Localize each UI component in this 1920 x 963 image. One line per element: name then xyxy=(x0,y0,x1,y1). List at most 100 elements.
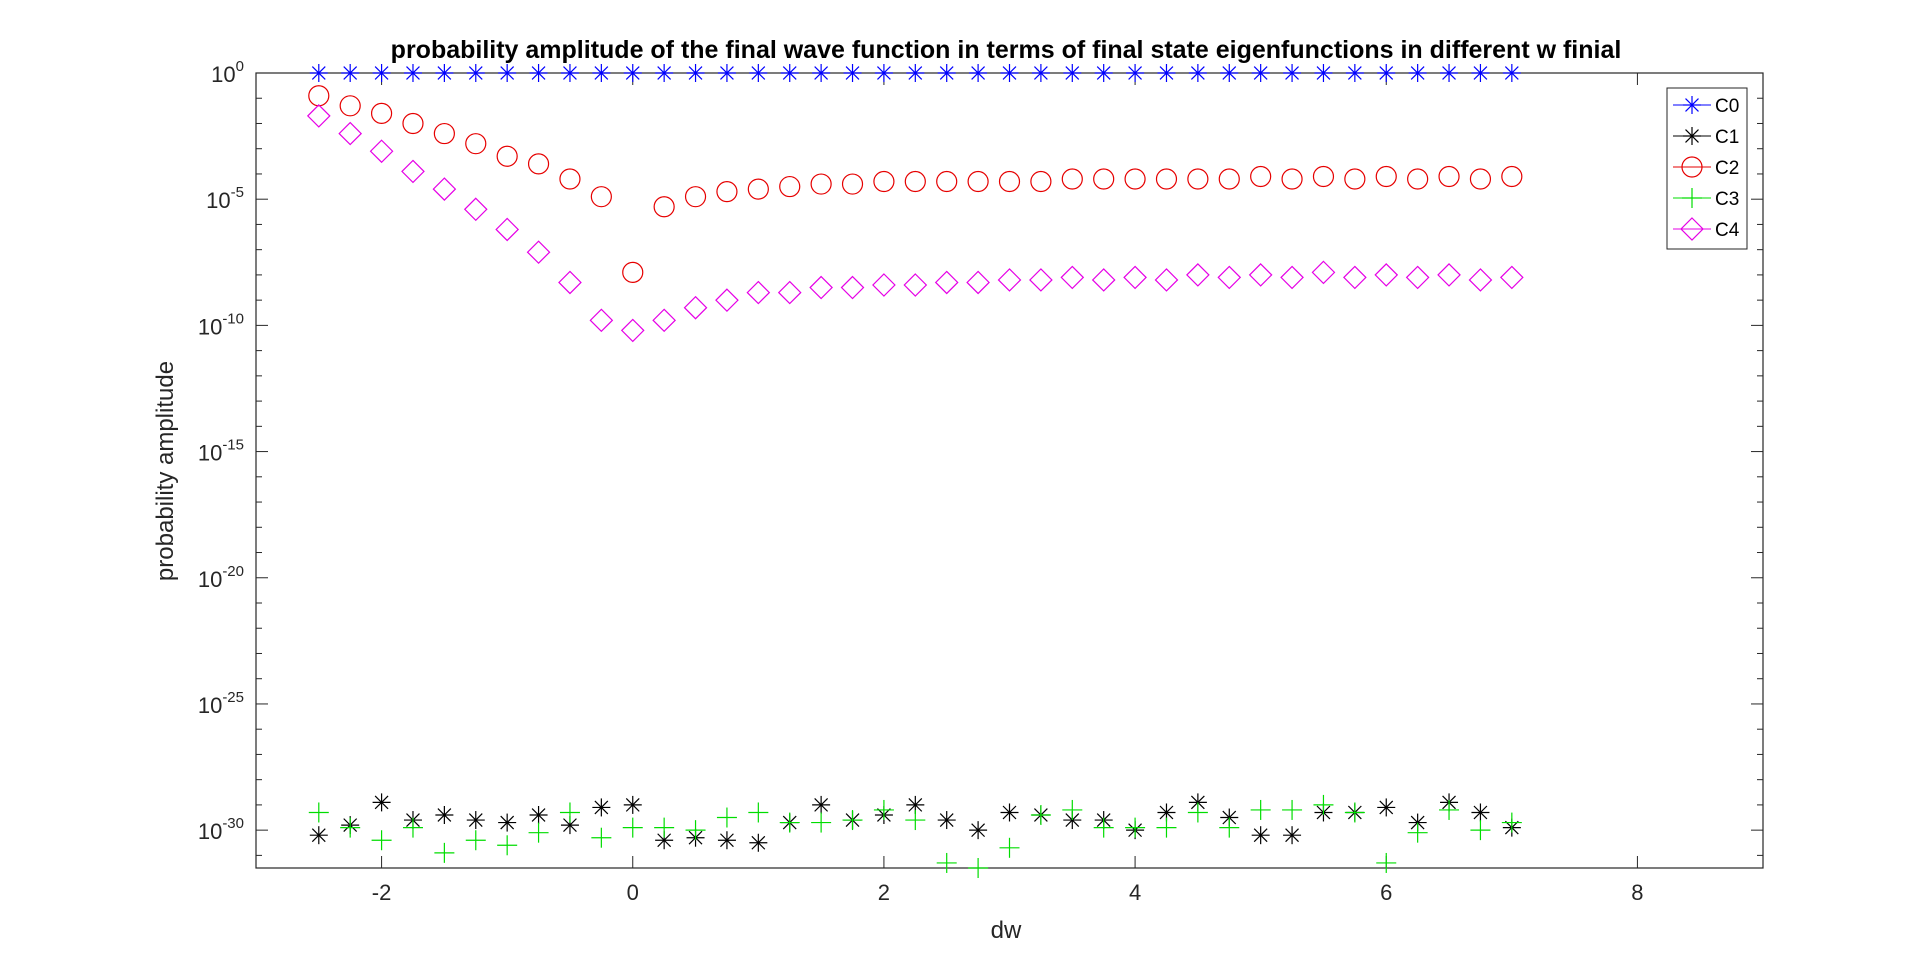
data-point xyxy=(1377,798,1396,817)
data-point xyxy=(843,64,862,82)
data-point xyxy=(685,820,706,841)
data-point xyxy=(592,64,611,82)
data-point xyxy=(495,217,520,242)
data-point xyxy=(1407,822,1428,843)
data-point xyxy=(1376,852,1397,873)
data-point xyxy=(1405,265,1430,290)
legend-marker xyxy=(1680,217,1704,241)
y-tick-exponent: -20 xyxy=(222,563,244,580)
data-point xyxy=(777,280,802,305)
data-point xyxy=(874,64,893,82)
data-point xyxy=(684,186,707,208)
data-point xyxy=(1188,64,1207,82)
y-tick-label: 10-5 xyxy=(206,184,244,213)
data-point xyxy=(872,273,896,297)
x-tick-label: 4 xyxy=(1129,880,1141,905)
data-point xyxy=(559,802,580,823)
axes-box xyxy=(255,72,1764,869)
y-tick-base: 10 xyxy=(206,188,230,213)
data-point xyxy=(1282,799,1303,820)
data-point xyxy=(655,64,674,82)
y-tick-label: 10-30 xyxy=(198,815,244,844)
data-point xyxy=(936,852,957,873)
data-point xyxy=(1156,817,1177,838)
data-point xyxy=(968,858,989,878)
data-point xyxy=(1157,64,1176,82)
data-point xyxy=(1187,802,1208,823)
data-point xyxy=(1093,817,1114,838)
data-point xyxy=(1437,263,1461,287)
data-point xyxy=(748,802,769,823)
y-tick-base: 10 xyxy=(198,693,222,718)
data-point xyxy=(998,170,1021,193)
data-point xyxy=(1344,802,1365,823)
data-point xyxy=(809,275,833,300)
data-point xyxy=(1314,64,1333,82)
data-point xyxy=(1439,799,1460,820)
data-point xyxy=(1440,64,1459,82)
data-point xyxy=(937,811,956,830)
data-point xyxy=(1218,168,1240,190)
data-point xyxy=(1219,817,1240,838)
legend-label: C3 xyxy=(1715,189,1739,210)
data-point xyxy=(622,261,644,283)
data-point xyxy=(1187,168,1209,190)
data-point xyxy=(1063,64,1082,82)
y-tick-exponent: -5 xyxy=(231,184,244,201)
data-point xyxy=(1471,64,1490,82)
data-point xyxy=(999,837,1020,858)
y-tick-base: 10 xyxy=(198,441,222,466)
legend-item-c3: C3 xyxy=(1673,188,1739,210)
data-point xyxy=(1154,268,1179,292)
x-tick-label: 2 xyxy=(878,880,890,905)
data-point xyxy=(1029,268,1053,292)
legend: C0 C1 C2 C3 C4 xyxy=(1666,87,1748,250)
data-point xyxy=(937,64,956,82)
y-axis-label: probability amplitude xyxy=(152,361,179,581)
data-point xyxy=(1000,803,1019,822)
data-point xyxy=(812,795,831,814)
data-point xyxy=(969,64,988,82)
data-point xyxy=(1280,265,1304,290)
y-tick-exponent: -25 xyxy=(222,689,244,706)
legend-item-c4: C4 xyxy=(1673,217,1740,241)
data-point xyxy=(1250,165,1272,188)
data-point xyxy=(1251,64,1270,82)
data-point xyxy=(498,64,517,82)
data-point xyxy=(590,186,612,208)
data-point xyxy=(308,802,329,823)
x-tick-label: 0 xyxy=(627,880,639,905)
data-point xyxy=(1345,64,1364,82)
y-tick-label: 10-15 xyxy=(198,437,244,466)
data-point xyxy=(620,318,645,343)
legend-marker xyxy=(1683,96,1701,114)
data-point xyxy=(717,64,736,82)
data-point xyxy=(1283,826,1302,845)
data-point xyxy=(652,308,676,333)
y-tick-exponent: -15 xyxy=(222,437,244,454)
data-point xyxy=(1377,64,1396,82)
data-point xyxy=(496,145,518,167)
data-point xyxy=(1125,817,1146,838)
series-c4 xyxy=(306,104,1524,343)
data-point xyxy=(622,817,643,838)
data-point xyxy=(623,795,642,814)
data-point xyxy=(1093,168,1115,190)
data-point xyxy=(1438,165,1460,188)
data-point xyxy=(966,270,990,295)
data-point xyxy=(903,273,928,297)
series-c0 xyxy=(309,64,1521,82)
data-point xyxy=(842,810,863,831)
data-point xyxy=(1220,64,1239,82)
data-point xyxy=(402,817,423,838)
data-point xyxy=(1248,263,1273,287)
legend-box xyxy=(1666,87,1748,250)
data-point xyxy=(1155,168,1178,190)
data-point xyxy=(592,798,611,817)
data-point xyxy=(1501,812,1522,833)
data-point xyxy=(873,170,895,193)
data-point xyxy=(716,807,737,828)
data-point xyxy=(466,64,485,82)
series-c2 xyxy=(308,85,1523,283)
x-tick-label: -2 xyxy=(372,880,392,905)
